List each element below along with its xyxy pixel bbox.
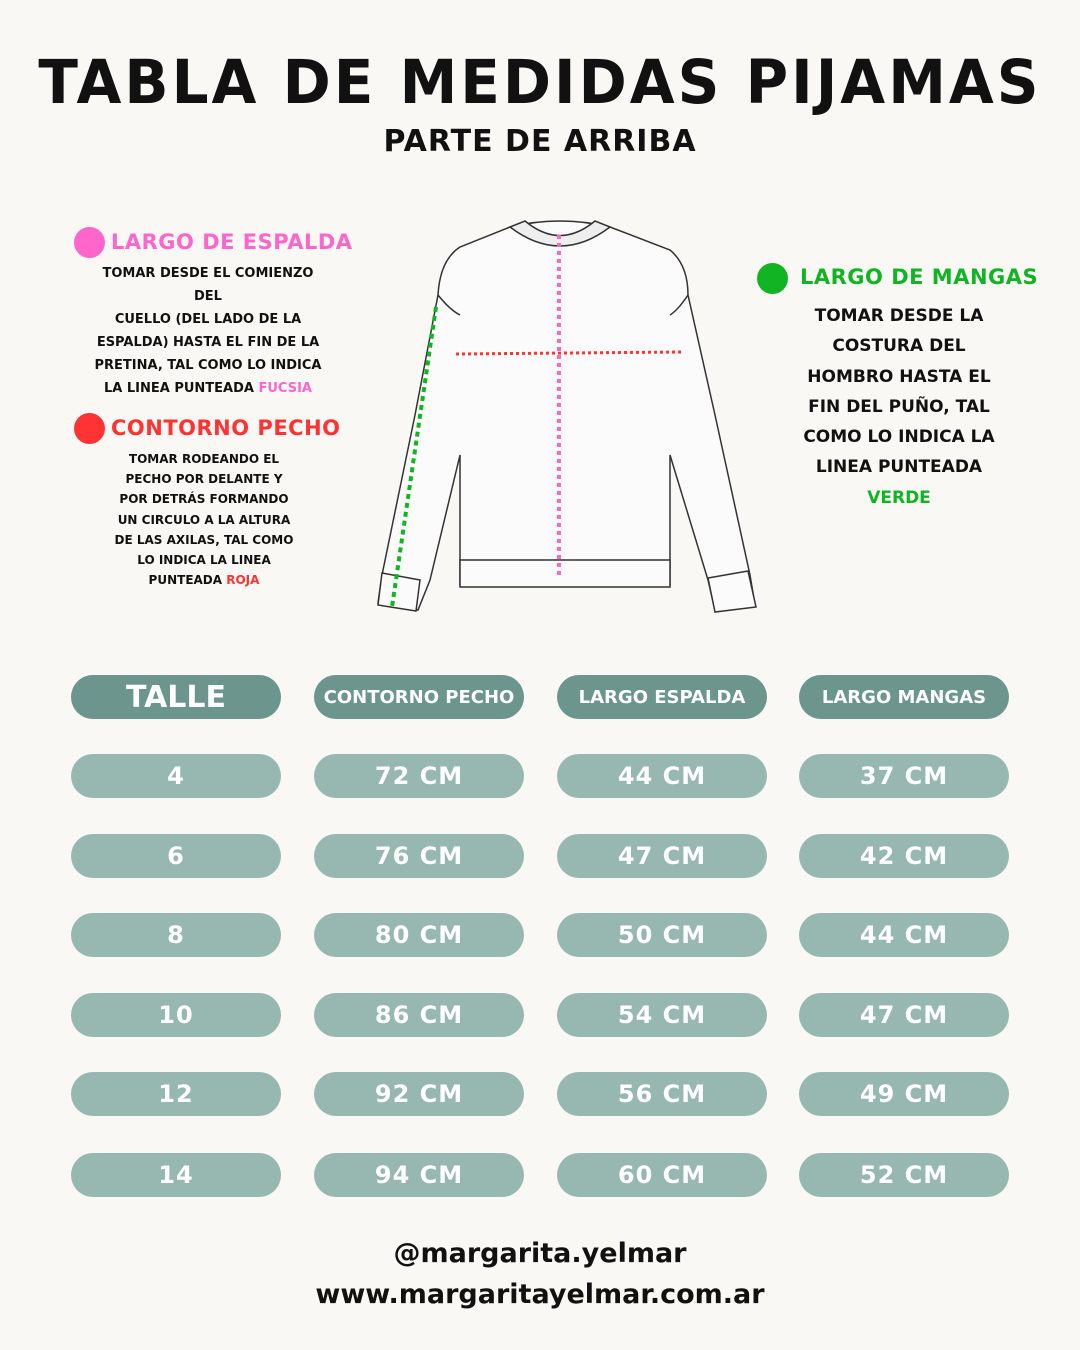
desc-text: LA LINEA PUNTEADA	[104, 381, 254, 396]
desc-line: TOMAR DESDE EL COMIENZO DEL	[90, 262, 326, 308]
desc-text: PRETINA, TAL COMO LO INDICA	[94, 358, 322, 373]
red-dotted-line	[455, 350, 683, 356]
green-dot-icon	[757, 263, 788, 294]
desc-text: DE LAS AXILAS, TAL COMO	[114, 532, 294, 547]
section-desc-pecho: TOMAR RODEANDO EL PECHO POR DELANTE Y POR …	[104, 449, 304, 590]
fucsia-dot-icon	[74, 227, 105, 258]
desc-text: COSTURA DEL	[832, 336, 966, 357]
desc-line: LO INDICA LA LINEA	[104, 550, 304, 570]
size-cell: 12	[71, 1072, 281, 1116]
desc-text: UN CIRCULO A LA ALTURA	[117, 512, 291, 527]
measurement-cell: 80 CM	[314, 913, 524, 957]
page-title: TABLA DE MEDIDAS PIJAMAS	[38, 46, 1042, 118]
size-cell: 10	[71, 993, 281, 1037]
section-title-pecho: CONTORNO PECHO	[111, 416, 341, 440]
sweater-illustration	[377, 220, 757, 613]
measurement-cell: 47 CM	[557, 834, 767, 878]
desc-line: FIN DEL PUÑO, TAL	[790, 392, 1008, 422]
desc-text: LO INDICA LA LINEA	[137, 553, 271, 568]
instagram-handle: @margarita.yelmar	[393, 1238, 687, 1269]
section-desc-mangas: TOMAR DESDE LA COSTURA DEL HOMBRO HASTA EL…	[790, 301, 1008, 513]
desc-line: LA LINEA PUNTEADA FUCSIA	[90, 377, 326, 400]
desc-text: TOMAR DESDE LA	[814, 306, 984, 326]
desc-text: TOMAR RODEANDO EL	[128, 452, 280, 466]
measurement-cell: 92 CM	[314, 1072, 524, 1116]
desc-text: PECHO POR DELANTE Y	[125, 472, 283, 487]
desc-line: UN CIRCULO A LA ALTURA	[104, 510, 304, 530]
desc-text: TOMAR DESDE EL COMIENZO DEL	[102, 266, 314, 304]
desc-text: PUNTEADA	[148, 573, 223, 588]
section-desc-espalda: TOMAR DESDE EL COMIENZO DEL CUELLO (DEL L…	[90, 262, 326, 400]
measurement-cell: 47 CM	[799, 993, 1009, 1037]
measurement-cell: 44 CM	[799, 913, 1009, 957]
desc-text: FIN DEL PUÑO, TAL	[808, 396, 990, 417]
column-header: CONTORNO PECHO	[314, 675, 524, 719]
measurement-cell: 72 CM	[314, 754, 524, 798]
measurement-cell: 76 CM	[314, 834, 524, 878]
highlight-color-word: FUCSIA	[258, 381, 312, 396]
desc-line: PECHO POR DELANTE Y	[104, 469, 304, 489]
page-subtitle: PARTE DE ARRIBA	[383, 124, 697, 159]
size-cell: 14	[71, 1153, 281, 1197]
column-header: LARGO MANGAS	[799, 675, 1009, 719]
website-url: www.margaritayelmar.com.ar	[315, 1279, 765, 1310]
desc-line: CUELLO (DEL LADO DE LA	[90, 308, 326, 331]
measurement-cell: 50 CM	[557, 913, 767, 957]
desc-line: TOMAR RODEANDO EL	[104, 449, 304, 469]
section-title-mangas: LARGO DE MANGAS	[800, 265, 1039, 289]
measurement-cell: 37 CM	[799, 754, 1009, 798]
size-cell: 6	[71, 834, 281, 878]
desc-text: POR DETRÁS FORMANDO	[119, 492, 289, 507]
green-dotted-line	[390, 306, 438, 608]
desc-line: ESPALDA) HASTA EL FIN DE LA	[90, 331, 326, 354]
column-header: LARGO ESPALDA	[557, 675, 767, 719]
size-cell: 4	[71, 754, 281, 798]
desc-text: CUELLO (DEL LADO DE LA	[114, 312, 302, 327]
desc-line: COSTURA DEL	[790, 331, 1008, 361]
desc-line: LINEA PUNTEADA	[790, 452, 1008, 482]
section-title-espalda: LARGO DE ESPALDA	[111, 230, 353, 254]
measurement-cell: 52 CM	[799, 1153, 1009, 1197]
measurement-cell: 94 CM	[314, 1153, 524, 1197]
measurement-cell: 54 CM	[557, 993, 767, 1037]
highlight-color-word: VERDE	[867, 487, 931, 508]
desc-line: POR DETRÁS FORMANDO	[104, 489, 304, 509]
size-cell: 8	[71, 913, 281, 957]
measurement-cell: 60 CM	[557, 1153, 767, 1197]
desc-line: HOMBRO HASTA EL	[790, 362, 1008, 392]
measurement-cell: 49 CM	[799, 1072, 1009, 1116]
measurement-cell: 42 CM	[799, 834, 1009, 878]
desc-line: PUNTEADA ROJA	[104, 570, 304, 590]
desc-text: ESPALDA) HASTA EL FIN DE LA	[96, 335, 320, 350]
column-header: TALLE	[71, 675, 281, 719]
desc-text: HOMBRO HASTA EL	[807, 366, 991, 387]
desc-line: TOMAR DESDE LA	[790, 301, 1008, 331]
measurement-cell: 56 CM	[557, 1072, 767, 1116]
measurement-cell: 44 CM	[557, 754, 767, 798]
desc-line: COMO LO INDICA LA	[790, 422, 1008, 452]
measurement-cell: 86 CM	[314, 993, 524, 1037]
desc-text: LINEA PUNTEADA	[815, 457, 983, 478]
desc-text: COMO LO INDICA LA	[803, 427, 995, 448]
red-dot-icon	[74, 413, 105, 444]
highlight-color-word: ROJA	[226, 573, 260, 588]
desc-line: PRETINA, TAL COMO LO INDICA	[90, 354, 326, 377]
desc-line: DE LAS AXILAS, TAL COMO	[104, 530, 304, 550]
